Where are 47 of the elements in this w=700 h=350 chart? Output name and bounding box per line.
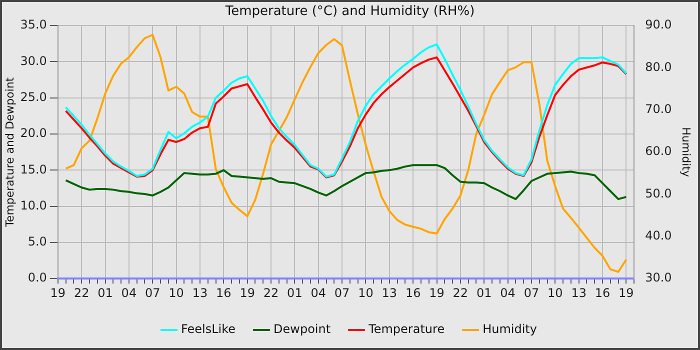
y-tick-label: 0.0 [28, 270, 47, 285]
y-tick-label: 25.0 [20, 90, 47, 104]
x-tick-label: 04 [500, 286, 516, 300]
chart-title: Temperature (°C) and Humidity (RH%) [224, 4, 475, 20]
x-tick-label: 04 [310, 286, 326, 300]
x-tick-label: 07 [144, 286, 160, 300]
legend-label: Temperature [368, 322, 445, 336]
x-tick-label: 10 [548, 286, 563, 300]
x-tick-label: 01 [287, 286, 302, 300]
y-tick-label: 30.0 [20, 54, 47, 68]
y2-tick-label: 50.0 [645, 186, 672, 200]
x-tick-label: 07 [524, 286, 540, 300]
y2-tick-label: 40.0 [645, 228, 672, 243]
y2-tick-label: 70.0 [645, 102, 672, 116]
x-tick-label: 19 [50, 286, 66, 300]
x-tick-label: 13 [571, 286, 586, 300]
x-tick-label: 04 [121, 286, 137, 300]
x-tick-label: 19 [618, 286, 634, 300]
y2-tick-label: 90.0 [645, 18, 672, 32]
y-tick-label: 35.0 [20, 18, 47, 32]
y-tick-label: 15.0 [20, 162, 47, 176]
x-tick-label: 19 [429, 286, 444, 300]
y-tick-label: 10.0 [20, 198, 47, 212]
x-tick-label: 07 [334, 286, 350, 300]
y2-tick-label: 60.0 [645, 144, 672, 158]
y-axis-title: Temperature and Dewpoint [3, 76, 16, 228]
legend-label: Humidity [482, 322, 538, 336]
x-tick-label: 16 [405, 286, 421, 300]
x-tick-label: 13 [192, 286, 208, 300]
x-tick-label: 10 [168, 286, 184, 300]
x-tick-label: 13 [382, 286, 398, 300]
x-tick-label: 10 [358, 286, 374, 300]
x-tick-label: 22 [263, 286, 279, 300]
x-tick-label: 16 [216, 286, 232, 300]
x-tick-label: 01 [98, 286, 113, 300]
y-tick-label: 5.0 [28, 234, 47, 249]
x-tick-label: 19 [240, 286, 255, 300]
x-tick-label: 22 [452, 286, 468, 300]
y2-tick-label: 30.0 [645, 270, 672, 285]
x-tick-label: 22 [74, 286, 90, 300]
y2-axis-title: Humidity [680, 127, 693, 178]
legend-label: Dewpoint [274, 322, 331, 336]
x-tick-label: 01 [476, 286, 492, 300]
x-tick-label: 16 [594, 286, 610, 300]
legend-label: FeelsLike [181, 322, 236, 336]
y-tick-label: 20.0 [20, 126, 47, 140]
y2-tick-label: 80.0 [645, 60, 672, 74]
